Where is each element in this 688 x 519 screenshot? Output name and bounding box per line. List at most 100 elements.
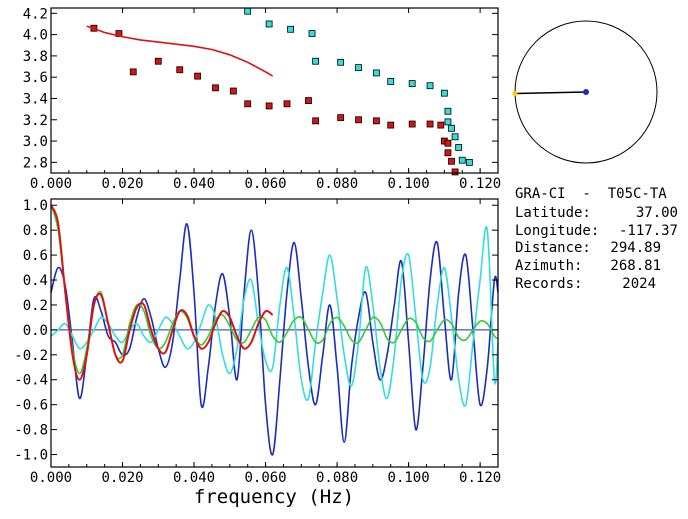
x-tick-label: 0.100 (388, 470, 430, 486)
y-tick-label: 0.0 (23, 323, 48, 339)
cyan-data-square (265, 20, 273, 28)
cyan-data-square (244, 7, 252, 15)
cyan-data-square (308, 30, 316, 37)
y-tick-label: 3.4 (23, 91, 48, 107)
phase-velocity-axes: 0.000 0.020 0.040 0.060 0.080 0.100 0.120 2.8 3.… (23, 6, 501, 192)
latitude-label: Latitude: (515, 205, 591, 221)
cyan-data-square (355, 64, 362, 72)
y-tick-label: -0.4 (14, 373, 48, 389)
x-tick-label: 0.120 (459, 176, 501, 192)
red-data-square (129, 68, 137, 76)
red-data-square (154, 57, 162, 65)
cyan-data-square (287, 25, 294, 33)
azimuth-compass (512, 20, 658, 164)
cyan-data-square (451, 133, 459, 141)
x-tick-label: 0.040 (173, 470, 215, 486)
red-data-square (426, 120, 434, 128)
cyan-data-square (312, 57, 320, 65)
latitude-value: 37.00 (636, 205, 678, 221)
red-data-square (337, 114, 345, 122)
red-data-square (305, 97, 312, 105)
x-axis-title: frequency (Hz) (194, 486, 354, 508)
x-tick-label: 0.020 (101, 470, 143, 486)
y-tick-label: 0.8 (23, 223, 48, 239)
red-data-square (444, 139, 452, 147)
azimuth-value: 268.81 (610, 258, 661, 274)
red-data-square (283, 100, 291, 108)
dispersion-curve (86, 25, 274, 77)
correlation-chart: 0.000 0.020 0.040 0.060 0.080 0.100 0.120 -1.0 -… (14, 198, 501, 508)
red-data-square (229, 87, 237, 95)
cyan-data-square (426, 82, 434, 90)
phase-velocity-chart: 0.000 0.020 0.040 0.060 0.080 0.100 0.120 2.8 3.… (23, 6, 501, 192)
cyan-data-square (337, 58, 345, 66)
x-tick-label: 0.100 (388, 176, 430, 192)
red-data-square (212, 84, 219, 92)
distance-value: 294.89 (610, 240, 661, 256)
y-tick-label: 1.0 (23, 198, 48, 214)
correlation-plot-area (50, 204, 499, 456)
azimuth-label: Azimuth: (515, 258, 582, 274)
y-tick-label: -0.6 (14, 398, 48, 414)
correlation-axes: 0.000 0.020 0.040 0.060 0.080 0.100 0.120 -1.0 -… (14, 198, 501, 486)
x-tick-label: 0.080 (316, 176, 358, 192)
cyan-data-square (448, 124, 455, 132)
red-data-square (408, 120, 416, 128)
station-info: GRA-CI - T05C-TA Latitude: 37.00 Longitu… (515, 186, 678, 292)
path-end-dot (512, 91, 518, 96)
x-tick-label: 0.000 (30, 470, 72, 486)
red-data-square (244, 100, 252, 108)
red-data-square (176, 66, 184, 74)
y-tick-label: 4.2 (23, 6, 48, 22)
red-data-square (355, 116, 362, 124)
x-tick-label: 0.080 (316, 470, 358, 486)
x-tick-label: 0.060 (244, 470, 286, 486)
y-tick-label: 3.8 (23, 49, 48, 65)
red-data-square (373, 117, 380, 125)
x-tick-label: 0.060 (244, 176, 286, 192)
red-data-square (444, 149, 452, 157)
y-tick-label: 0.4 (23, 273, 48, 289)
cyan-data-square (455, 144, 463, 151)
longitude-label: Longitude: (515, 223, 599, 239)
phase-velocity-plot-area (86, 7, 473, 176)
distance-label: Distance: (515, 240, 591, 256)
x-tick-label: 0.020 (101, 176, 143, 192)
cyan-data-square (440, 89, 448, 97)
y-tick-label: 3.2 (23, 113, 48, 129)
station-pair: GRA-CI - T05C-TA (515, 186, 667, 202)
cyan-data-square (465, 158, 473, 166)
cyan-data-square (408, 80, 416, 87)
red-trace (50, 204, 274, 381)
correlation-frame (50, 198, 499, 468)
cyan-data-square (444, 107, 452, 115)
red-data-square (265, 102, 273, 110)
longitude-value: -117.37 (619, 223, 678, 239)
red-data-square (387, 121, 395, 129)
x-tick-label: 0.000 (30, 176, 72, 192)
red-data-square (194, 72, 202, 80)
cyan-data-square (387, 78, 395, 85)
y-tick-label: -1.0 (14, 448, 48, 464)
red-data-square (312, 117, 320, 125)
y-tick-label: 2.8 (23, 155, 48, 171)
red-data-square (448, 157, 455, 165)
red-data-square (451, 168, 459, 176)
y-tick-label: 0.6 (23, 248, 48, 264)
station-dot (583, 89, 589, 95)
records-value: 2024 (622, 276, 656, 292)
y-tick-label: -0.8 (14, 423, 48, 439)
red-data-square (437, 121, 445, 129)
cyan-trace (50, 226, 499, 407)
y-tick-label: -0.2 (14, 348, 48, 364)
x-tick-label: 0.120 (459, 470, 501, 486)
phase-velocity-frame (50, 7, 499, 174)
azimuth-needle (514, 91, 587, 95)
y-tick-label: 3.0 (23, 134, 48, 150)
y-tick-label: 4.0 (23, 28, 48, 44)
cyan-data-square (458, 156, 466, 164)
cyan-data-square (373, 69, 380, 77)
cyan-data-square (444, 118, 452, 126)
blue-trace (50, 223, 499, 456)
